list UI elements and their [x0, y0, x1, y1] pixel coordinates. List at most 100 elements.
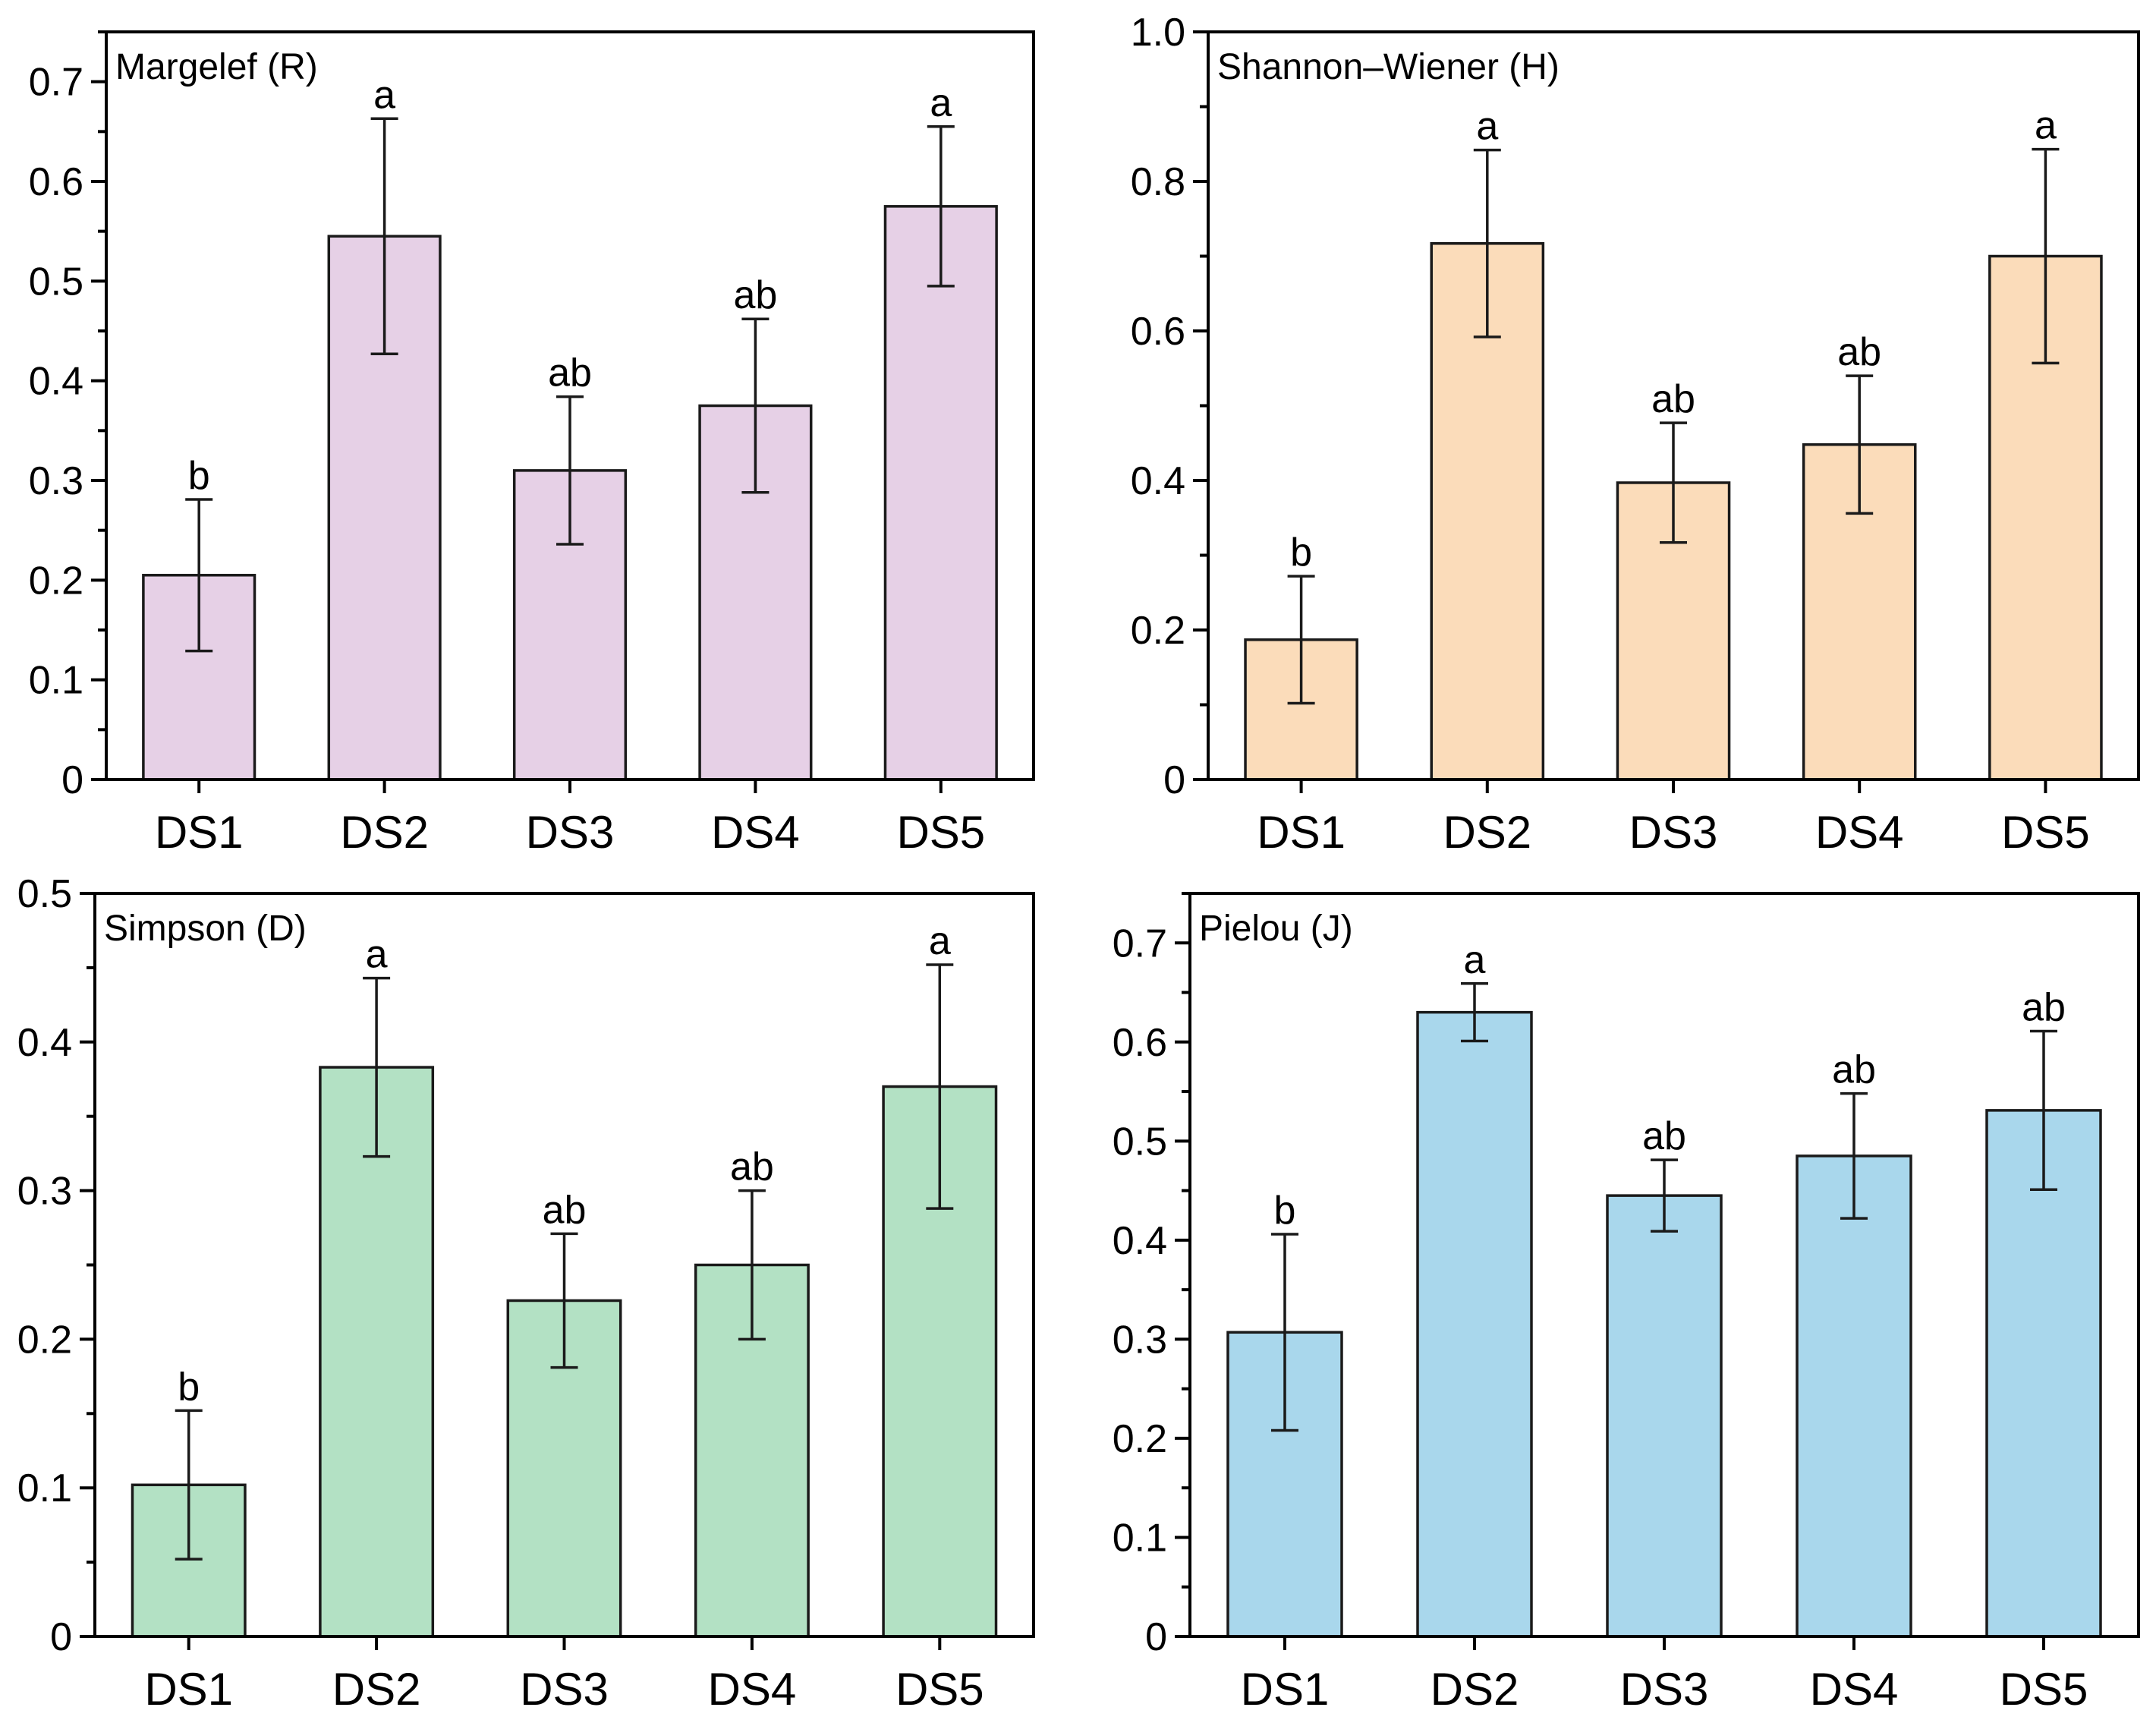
x-tick-label-ds4: DS4: [1810, 1664, 1899, 1715]
error-bar-ds2: [370, 117, 398, 355]
error-bar-ds5: [2030, 1029, 2057, 1192]
bar-ds4: [1796, 1154, 1912, 1638]
chart-panel-shannon-wiener: b a ab ab a 0 0.2 0.4 0.6 0.8 1.0 DS1 DS2 DS3 DS4 DS5 Sh…: [1131, 11, 2140, 858]
error-bar-ds2: [363, 976, 391, 1158]
y-tick-label: 0.3: [17, 1170, 72, 1214]
x-tick-label-ds3: DS3: [526, 807, 615, 858]
x-tick-label-ds3: DS3: [1620, 1664, 1709, 1715]
y-tick-label: 0.3: [29, 459, 83, 503]
y-tick-label: 0.4: [1131, 459, 1185, 503]
significance-letter-ds5: a: [2035, 104, 2057, 148]
panel-title-simpson: Simpson (D): [104, 909, 307, 949]
error-bar-ds4: [738, 1189, 766, 1341]
significance-letter-ds3: ab: [543, 1188, 587, 1232]
y-tick-label: 1.0: [1131, 11, 1185, 55]
y-tick-label: 0.7: [29, 61, 83, 105]
x-tick-label-ds2: DS2: [1431, 1664, 1519, 1715]
y-tick-label: 0.5: [1113, 1120, 1167, 1164]
y-tick-label: 0.4: [1113, 1219, 1167, 1263]
x-tick-label-ds4: DS4: [711, 807, 800, 858]
significance-letter-ds5: a: [929, 919, 951, 963]
x-tick-label-ds2: DS2: [332, 1664, 421, 1715]
x-tick-label-ds3: DS3: [1629, 807, 1718, 858]
bar-ds5: [883, 205, 998, 781]
y-tick-label: 0.2: [29, 559, 83, 603]
significance-letter-ds1: b: [1274, 1189, 1296, 1233]
error-bar-ds5: [927, 125, 955, 288]
x-tick-label-ds2: DS2: [1443, 807, 1531, 858]
significance-letter-ds1: b: [1290, 531, 1312, 575]
x-tick-label-ds5: DS5: [2000, 1664, 2088, 1715]
x-tick-label-ds1: DS1: [1257, 807, 1346, 858]
significance-letter-ds3: ab: [548, 351, 592, 395]
significance-letter-ds1: b: [178, 1365, 200, 1409]
bar-ds3: [1606, 1194, 1723, 1638]
significance-letter-ds1: b: [188, 454, 210, 498]
significance-letter-ds4: ab: [733, 273, 777, 317]
error-bar-ds3: [556, 395, 584, 546]
error-bar-ds3: [550, 1232, 578, 1369]
error-bar-ds1: [1271, 1233, 1298, 1432]
significance-letter-ds2: a: [1464, 938, 1486, 982]
x-tick-label-ds5: DS5: [895, 1664, 984, 1715]
error-bar-ds2: [1473, 148, 1501, 339]
significance-letter-ds4: ab: [730, 1145, 774, 1189]
error-bar-ds1: [1287, 575, 1315, 705]
y-tick-label: 0.2: [1113, 1417, 1167, 1461]
y-tick-label: 0.5: [17, 872, 72, 916]
significance-letter-ds5: a: [930, 81, 952, 125]
error-bar-ds1: [185, 498, 213, 653]
x-tick-label-ds4: DS4: [708, 1664, 797, 1715]
y-tick-label: 0.6: [29, 160, 83, 204]
significance-letter-ds3: ab: [1651, 377, 1695, 421]
panel-title-margalef: Margelef (R): [115, 47, 318, 87]
significance-letter-ds2: a: [1476, 105, 1498, 149]
y-tick-label: 0.3: [1113, 1318, 1167, 1362]
error-bar-ds5: [2032, 147, 2060, 365]
y-tick-label: 0: [61, 758, 83, 802]
x-tick-label-ds5: DS5: [2001, 807, 2090, 858]
x-tick-label-ds1: DS1: [155, 807, 244, 858]
y-tick-label: 0.1: [1113, 1516, 1167, 1560]
y-tick-label: 0.2: [1131, 609, 1185, 653]
x-tick-label-ds1: DS1: [144, 1664, 233, 1715]
error-bar-ds5: [926, 963, 954, 1210]
y-tick-label: 0.6: [1131, 310, 1185, 354]
x-tick-label-ds5: DS5: [896, 807, 985, 858]
error-bar-ds4: [741, 317, 770, 494]
y-tick-label: 0.1: [17, 1466, 72, 1510]
significance-letter-ds3: ab: [1642, 1114, 1686, 1158]
y-tick-label: 0.4: [29, 360, 83, 404]
y-tick-label: 0: [50, 1615, 72, 1659]
significance-letter-ds2: a: [366, 933, 388, 977]
y-tick-label: 0: [1163, 758, 1185, 802]
x-tick-label-ds1: DS1: [1241, 1664, 1330, 1715]
y-tick-label: 0.8: [1131, 160, 1185, 204]
error-bar-ds1: [175, 1409, 203, 1561]
y-tick-label: 0.6: [1113, 1021, 1167, 1065]
y-tick-label: 0.1: [29, 659, 83, 703]
significance-letter-ds5: ab: [2022, 985, 2066, 1029]
bar-ds5: [1985, 1109, 2102, 1638]
chart-panel-pielou: b a ab ab ab 0 0.1 0.2 0.3 0.4 0.5 0.6 0.7 DS1 DS2 DS3 D…: [1113, 892, 2140, 1715]
significance-letter-ds4: ab: [1837, 330, 1881, 374]
error-bar-ds3: [1660, 421, 1687, 544]
panel-title-shannon-wiener: Shannon–Wiener (H): [1217, 47, 1560, 87]
x-tick-label-ds2: DS2: [340, 807, 429, 858]
x-tick-label-ds4: DS4: [1815, 807, 1904, 858]
bar-ds2: [319, 1066, 435, 1638]
y-tick-label: 0.2: [17, 1318, 72, 1362]
panel-title-pielou: Pielou (J): [1199, 909, 1353, 949]
error-bar-ds4: [1846, 374, 1874, 515]
x-tick-label-ds3: DS3: [520, 1664, 609, 1715]
y-tick-label: 0.5: [29, 260, 83, 304]
chart-panel-simpson: b a ab ab a 0 0.1 0.2 0.3 0.4 0.5 DS1 DS2 DS3 DS4 DS5 Si…: [17, 872, 1035, 1715]
significance-letter-ds4: ab: [1832, 1048, 1876, 1092]
error-bar-ds3: [1651, 1158, 1678, 1233]
y-tick-label: 0: [1145, 1615, 1167, 1659]
error-bar-ds4: [1840, 1091, 1868, 1220]
significance-letter-ds2: a: [373, 73, 395, 117]
y-tick-label: 0.4: [17, 1021, 72, 1065]
error-bar-ds2: [1461, 982, 1488, 1043]
